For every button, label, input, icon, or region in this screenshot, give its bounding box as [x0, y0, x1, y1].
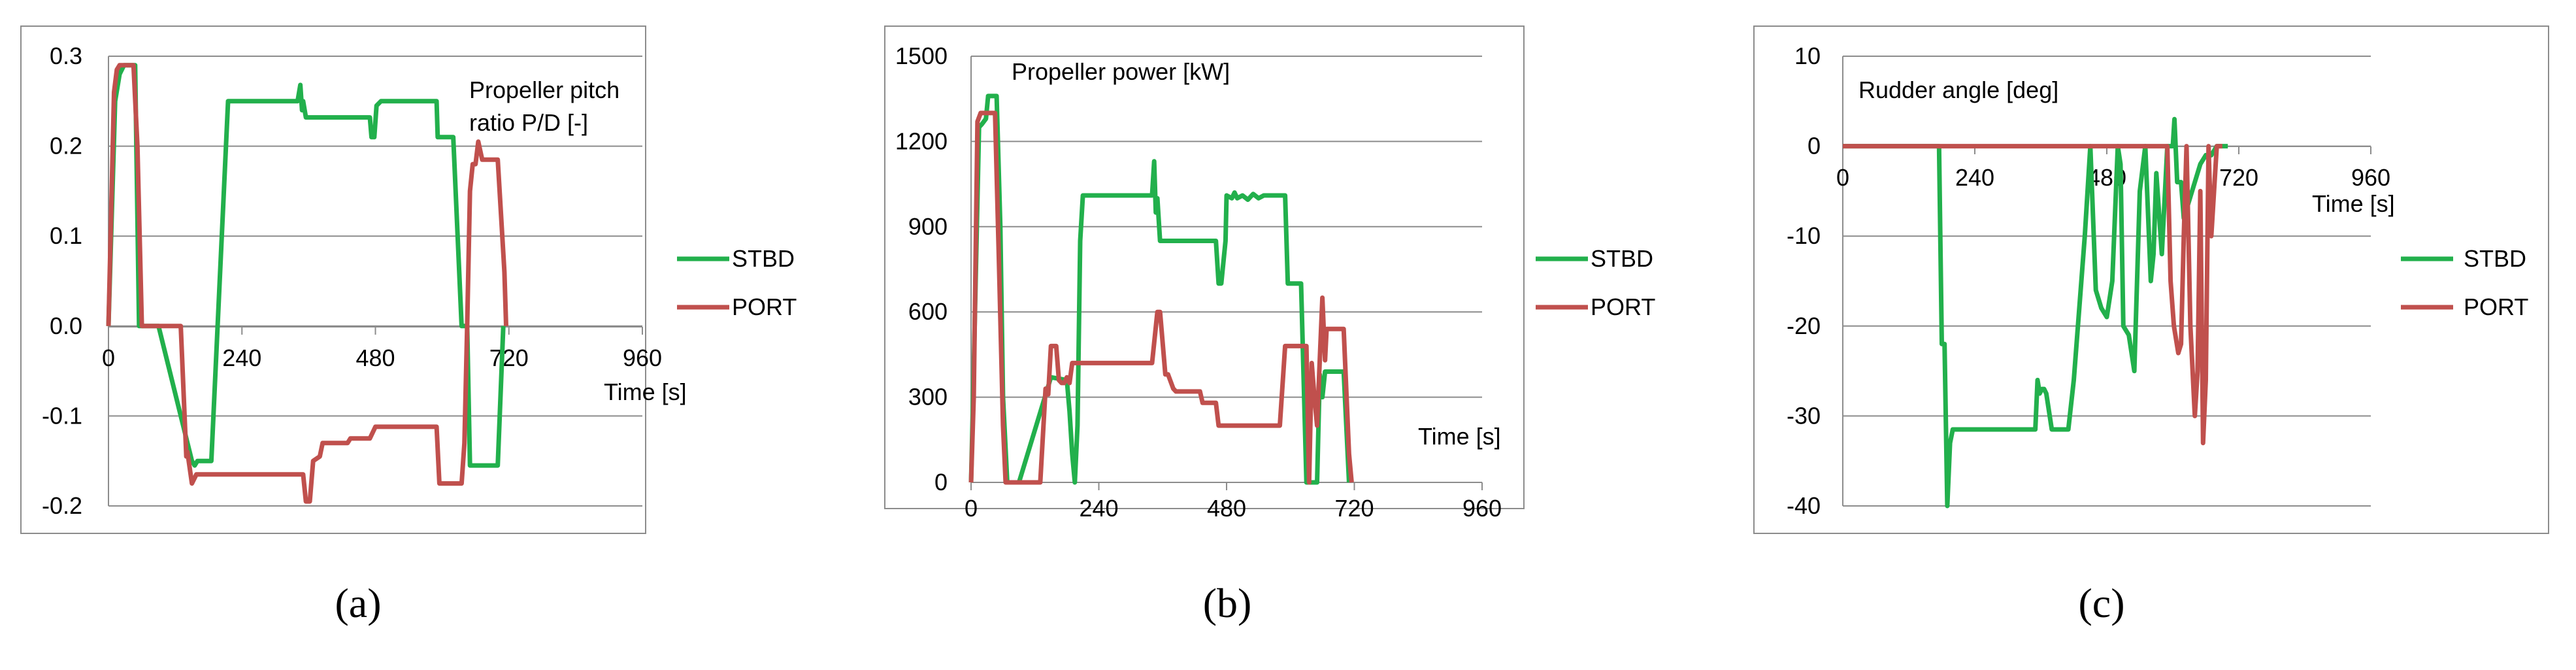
x-tick-label: 240	[222, 344, 261, 371]
y-tick-label: 0	[934, 469, 948, 495]
legend-label-port: PORT	[2464, 293, 2528, 320]
y-tick-label: 0.3	[50, 42, 82, 69]
x-tick-label: 480	[355, 344, 395, 371]
legend-label-port: PORT	[732, 293, 797, 320]
legend-label-port: PORT	[1591, 293, 1655, 320]
x-axis-label: Time [s]	[1418, 423, 1501, 450]
chart-frame	[20, 25, 646, 534]
y-tick-label: 900	[908, 213, 948, 240]
panel-c: 10 0 -10 -20 -30 -40 0 240 480 720 960 Rudder angle…	[1717, 0, 2576, 667]
legend-label-stbd: STBD	[732, 245, 795, 272]
chart-frame	[884, 25, 1525, 509]
y-tick-label: 0	[1808, 133, 1821, 159]
x-tick-label: 720	[2219, 164, 2258, 191]
y-tick-label: 300	[908, 384, 948, 410]
x-tick-label: 240	[1955, 164, 1994, 191]
chart-title-line: Rudder angle [deg]	[1858, 76, 2058, 103]
chart-propeller-power: 1500 1200 900 600 300 00 240 480 720 960 Propeller…	[884, 25, 1655, 626]
x-tick-label: 960	[2351, 164, 2390, 191]
x-tick-label: 720	[489, 344, 529, 371]
series-line-port	[1843, 144, 2222, 446]
chart-title: Propeller power [kW]	[1012, 58, 1230, 85]
panel-caption: (a)	[335, 580, 381, 626]
series-line-port	[106, 63, 508, 504]
legend-label-stbd: STBD	[1591, 245, 1653, 272]
chart-propeller-pitch-ratio: 0.3 0.2 0.1 0.0 -0.1 -0.2 0 240 480 720 960 Propell…	[20, 25, 797, 626]
series-line-port	[968, 110, 1354, 485]
y-tick-label: 1200	[895, 127, 948, 154]
y-tick-label: 0.1	[50, 222, 82, 249]
y-tick-label: -0.1	[42, 402, 82, 429]
y-tick-label: 600	[908, 298, 948, 325]
x-tick-label: 240	[1079, 495, 1118, 522]
x-axis-label: Time [s]	[604, 378, 687, 405]
panel-b: 1500 1200 900 600 300 0 0 240 480 720 960 Propeller…	[859, 0, 1717, 667]
panel-a: 0.3 0.2 0.1 0.0 -0.1 -0.2 0 240 480 720 960 Propell…	[0, 0, 859, 667]
y-tick-label: -30	[1787, 402, 1821, 429]
legend-label-stbd: STBD	[2464, 245, 2526, 272]
x-tick-label: 0	[965, 495, 978, 522]
y-tick-label: -20	[1787, 312, 1821, 339]
x-tick-label: 0	[102, 344, 115, 371]
panel-caption: (b)	[1203, 580, 1252, 626]
x-tick-label: 720	[1334, 495, 1374, 522]
chart-title: Rudder angle [deg]	[1858, 76, 2058, 103]
chart-title-line: ratio P/D [-]	[469, 109, 588, 136]
x-tick-label: 480	[1207, 495, 1246, 522]
chart-title: Propeller pitch ratio P/D [-]	[469, 76, 619, 136]
y-tick-label: -0.2	[42, 492, 82, 519]
x-tick-label: 960	[1462, 495, 1502, 522]
panel-caption: (c)	[2078, 580, 2124, 626]
chart-title-line: Propeller power [kW]	[1012, 58, 1230, 85]
x-tick-label: 960	[623, 344, 662, 371]
chart-title-line: Propeller pitch	[469, 76, 619, 103]
y-tick-label: -10	[1787, 222, 1821, 249]
y-tick-label: 10	[1794, 42, 1821, 69]
y-tick-label: 0.2	[50, 133, 82, 159]
x-tick-label: 0	[1836, 164, 1849, 191]
x-axis-label: Time [s]	[2312, 190, 2395, 217]
y-tick-label: 0.0	[50, 312, 82, 339]
y-tick-label: 1500	[895, 42, 948, 69]
y-tick-label: -40	[1787, 492, 1821, 519]
